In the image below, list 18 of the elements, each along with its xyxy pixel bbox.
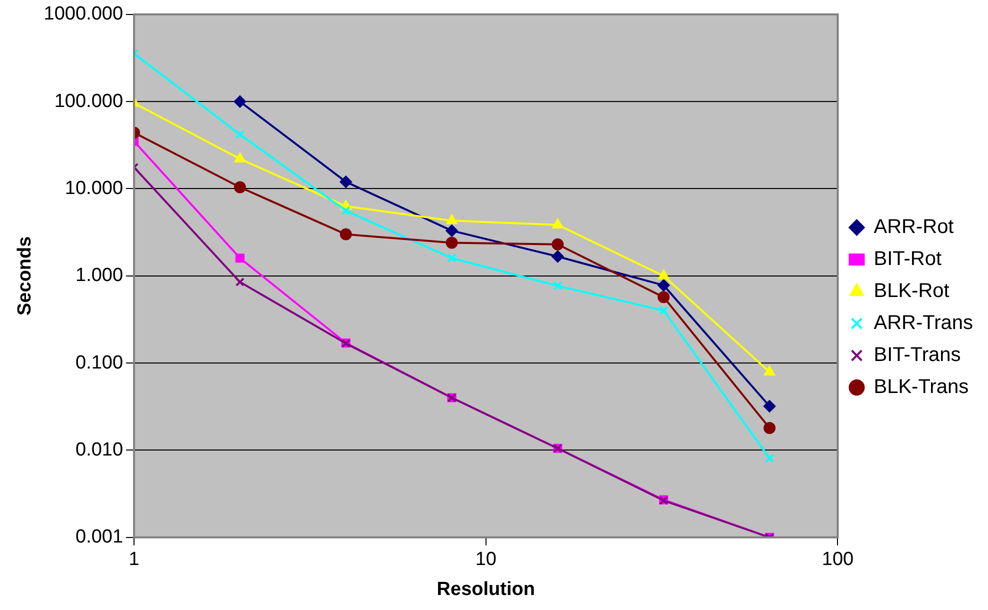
- legend-label: ARR-Trans: [874, 312, 974, 334]
- y-tick-label: 10.000: [64, 178, 124, 199]
- legend-label: ARR-Rot: [874, 216, 954, 238]
- y-axis-title: Seconds: [14, 236, 36, 316]
- y-tick-label: 1000.000: [44, 4, 124, 25]
- x-tick-label: 1: [128, 549, 140, 570]
- y-tick-label: 0.001: [76, 526, 124, 548]
- y-tick-label: 1.000: [76, 265, 124, 286]
- y-tick-label: 0.010: [76, 439, 124, 460]
- legend-label: BLK-Trans: [874, 376, 969, 398]
- x-tick-label: 10: [475, 549, 496, 570]
- y-tick-label: 0.100: [76, 352, 124, 374]
- x-axis-title: Resolution: [436, 578, 535, 600]
- legend-label: BLK-Rot: [874, 280, 950, 302]
- y-tick-label: 100.000: [54, 90, 124, 112]
- x-tick-label: 100: [822, 549, 854, 570]
- legend-label: BIT-Trans: [874, 344, 961, 366]
- legend-label: BIT-Rot: [874, 248, 942, 270]
